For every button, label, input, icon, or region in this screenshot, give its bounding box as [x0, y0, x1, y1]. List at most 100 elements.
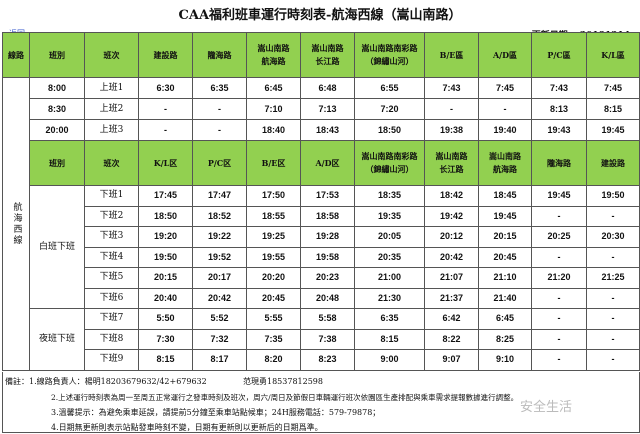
- time-cell: 7:32: [192, 328, 247, 350]
- time-cell: -: [586, 246, 640, 268]
- time-cell: 20:45: [246, 287, 301, 309]
- time-cell: 6:35: [354, 308, 425, 330]
- time-cell: 8:15: [354, 328, 425, 350]
- time-cell: 19:50: [586, 185, 640, 207]
- time-cell: 5:55: [246, 308, 301, 330]
- time-cell: 9:10: [478, 349, 532, 371]
- time-cell: 7:35: [246, 328, 301, 350]
- time-cell: 21:40: [478, 287, 532, 309]
- time-cell: 18:50: [138, 205, 193, 227]
- column-header: P/C區: [531, 32, 587, 78]
- time-cell: 20:12: [424, 226, 479, 248]
- time-cell: 5:58: [300, 308, 355, 330]
- column-header: 嵩山南路南彩路 （錦繡山河）: [354, 140, 425, 186]
- shift-group: 白班下班: [29, 185, 85, 309]
- time-cell: -: [531, 308, 587, 330]
- note-1-contact: 范現勇18537812598: [243, 377, 323, 386]
- time-cell: -: [192, 98, 247, 120]
- time-cell: 19:38: [424, 119, 479, 141]
- line-header: 線路: [2, 32, 30, 78]
- column-header: K/L区: [138, 140, 193, 186]
- time-cell: 21:37: [424, 287, 479, 309]
- column-header: 嵩山南路 航海路: [246, 32, 301, 78]
- column-header: A/D区: [300, 140, 355, 186]
- table-row: 下班9 8:15 8:17 8:20 8:23 9:00 9:07 9:10- -: [3, 349, 640, 371]
- time-cell: -: [531, 328, 587, 350]
- time-cell: 20:00: [29, 119, 85, 141]
- time-cell: 19:45: [478, 205, 532, 227]
- time-cell: 7:20: [354, 98, 425, 120]
- time-cell: -: [424, 98, 479, 120]
- time-cell: 6:45: [478, 308, 532, 330]
- time-cell: 20:42: [424, 246, 479, 268]
- time-cell: -: [531, 349, 587, 371]
- time-cell: 8:13: [531, 98, 587, 120]
- trip-cell: 下班6: [84, 287, 139, 309]
- time-cell: 21:07: [424, 267, 479, 289]
- time-cell: 21:00: [354, 267, 425, 289]
- time-cell: 5:50: [138, 308, 193, 330]
- time-cell: -: [478, 98, 532, 120]
- watermark: 安全生活: [520, 400, 573, 415]
- table-row: 8:30 上班2- -7:10 7:13 7:20- -8:13 8:15: [3, 98, 640, 120]
- time-cell: 7:38: [300, 328, 355, 350]
- time-cell: -: [586, 308, 640, 330]
- column-header: 建設路: [138, 32, 193, 78]
- column-header: 嵩山南路 航海路: [478, 140, 532, 186]
- column-header: 嵩山南路南彩路 （錦繡山河）: [354, 32, 425, 78]
- column-header: 班別: [29, 32, 85, 78]
- time-cell: 8:22: [424, 328, 479, 350]
- column-header: 建設路: [586, 140, 640, 186]
- time-cell: -: [586, 328, 640, 350]
- time-cell: 9:00: [354, 349, 425, 371]
- time-cell: 20:17: [192, 267, 247, 289]
- time-cell: 20:40: [138, 287, 193, 309]
- time-cell: -: [531, 205, 587, 227]
- time-cell: 7:43: [531, 77, 587, 99]
- time-cell: -: [586, 205, 640, 227]
- time-cell: 20:30: [586, 226, 640, 248]
- column-header: 班別: [29, 140, 85, 186]
- column-header: 班次: [84, 140, 139, 186]
- column-header: B/E區: [424, 32, 479, 78]
- time-cell: 7:45: [586, 77, 640, 99]
- time-cell: 18:43: [300, 119, 355, 141]
- table-row: 下班2 18:50 18:52 18:55 18:58 19:35 19:42 19:45- -: [3, 205, 640, 227]
- time-cell: 18:55: [246, 205, 301, 227]
- time-cell: 20:15: [478, 226, 532, 248]
- time-cell: 18:42: [424, 185, 479, 207]
- time-cell: 18:52: [192, 205, 247, 227]
- time-cell: 18:50: [354, 119, 425, 141]
- column-header: 班次: [84, 32, 139, 78]
- note-4: 4.日期無更新則表示站點發車時刻不變，日期有更新則以更新后的日期爲準。: [51, 423, 323, 432]
- time-cell: 17:50: [246, 185, 301, 207]
- time-cell: 17:53: [300, 185, 355, 207]
- time-cell: 20:20: [246, 267, 301, 289]
- time-cell: 19:50: [138, 246, 193, 268]
- column-header: 隴海路: [531, 140, 587, 186]
- table-row: 下班8 7:30 7:32 7:35 7:38 8:15 8:22 8:25- -: [3, 328, 640, 350]
- time-cell: 18:35: [354, 185, 425, 207]
- note-3: 3.溫馨提示：為避免乘車延誤，請提前5分鐘至乘車站點候車；24H服務電話：579…: [51, 408, 381, 417]
- time-cell: 19:43: [531, 119, 587, 141]
- schedule-table: 線路 班別 班次 建設路 隴海路 嵩山南路 航海路 嵩山南路 长江路 嵩山南路南彩路 （錦繡山…: [2, 32, 640, 371]
- time-cell: 21:10: [478, 267, 532, 289]
- trip-cell: 上班1: [84, 77, 139, 99]
- time-cell: 7:10: [246, 98, 301, 120]
- time-cell: 18:58: [300, 205, 355, 227]
- time-cell: 20:42: [192, 287, 247, 309]
- time-cell: 8:17: [192, 349, 247, 371]
- note-1: 備註：1.線路負責人：楊明18203679632/42+679632: [5, 377, 207, 386]
- table-row: 夜班下班 下班7 5:50 5:52 5:55 5:58 6:35 6:42 6:45- -: [3, 308, 640, 371]
- time-cell: 8:00: [29, 77, 85, 99]
- time-cell: 19:35: [354, 205, 425, 227]
- time-cell: 8:15: [586, 98, 640, 120]
- time-cell: -: [586, 349, 640, 371]
- header-row-morning: 線路 班別 班次 建設路 隴海路 嵩山南路 航海路 嵩山南路 长江路 嵩山南路南彩路 （錦繡山…: [2, 32, 640, 78]
- time-cell: 8:15: [138, 349, 193, 371]
- time-cell: 21:25: [586, 267, 640, 289]
- time-cell: 18:40: [246, 119, 301, 141]
- column-header: P/C区: [192, 140, 247, 186]
- table-row: 下班3 19:20 19:22 19:25 19:28 20:05 20:12 20:15 20…: [3, 226, 640, 248]
- time-cell: 20:45: [478, 246, 532, 268]
